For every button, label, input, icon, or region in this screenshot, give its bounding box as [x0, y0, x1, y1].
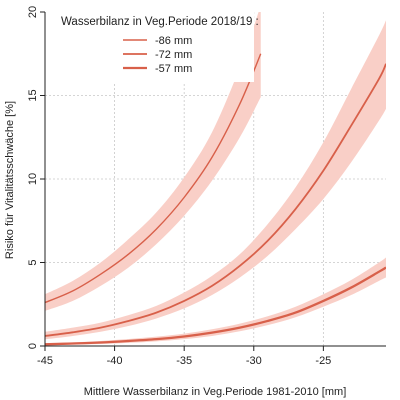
x-axis-label: Mittlere Wasserbilanz in Veg.Periode 198… — [84, 386, 347, 398]
confidence-band-1 — [45, 12, 261, 311]
series-line-1 — [45, 53, 262, 304]
x-tick-label: -25 — [315, 355, 331, 367]
x-tick-label: -45 — [37, 355, 53, 367]
y-axis-label: Risiko für Vitalitätsschwäche [%] — [4, 101, 16, 259]
legend-label-1: -86 mm — [155, 35, 192, 47]
legend-background — [56, 12, 254, 82]
x-tick-label: -30 — [246, 355, 262, 367]
legend-entries: -86 mm -72 mm -57 mm — [123, 35, 192, 75]
series-lines — [45, 53, 386, 346]
axes: -45 -40 -35 -30 -25 0 5 10 15 20 — [27, 6, 386, 367]
legend: Wasserbilanz in Veg.Periode 2018/19 : -8… — [56, 12, 259, 82]
x-tick-label: -35 — [176, 355, 192, 367]
legend-label-2: -72 mm — [155, 49, 192, 61]
y-tick-label: 5 — [27, 259, 39, 265]
series-line-3 — [45, 266, 386, 346]
x-tick-label: -40 — [107, 355, 123, 367]
y-tick-label: 20 — [27, 6, 39, 18]
series-line-2 — [45, 63, 386, 337]
y-tick-label: 0 — [27, 343, 39, 349]
y-tick-label: 15 — [27, 89, 39, 101]
y-tick-label: 10 — [27, 173, 39, 185]
confidence-band-3 — [45, 257, 386, 346]
legend-title: Wasserbilanz in Veg.Periode 2018/19 : — [61, 16, 259, 28]
legend-label-3: -57 mm — [155, 63, 192, 75]
